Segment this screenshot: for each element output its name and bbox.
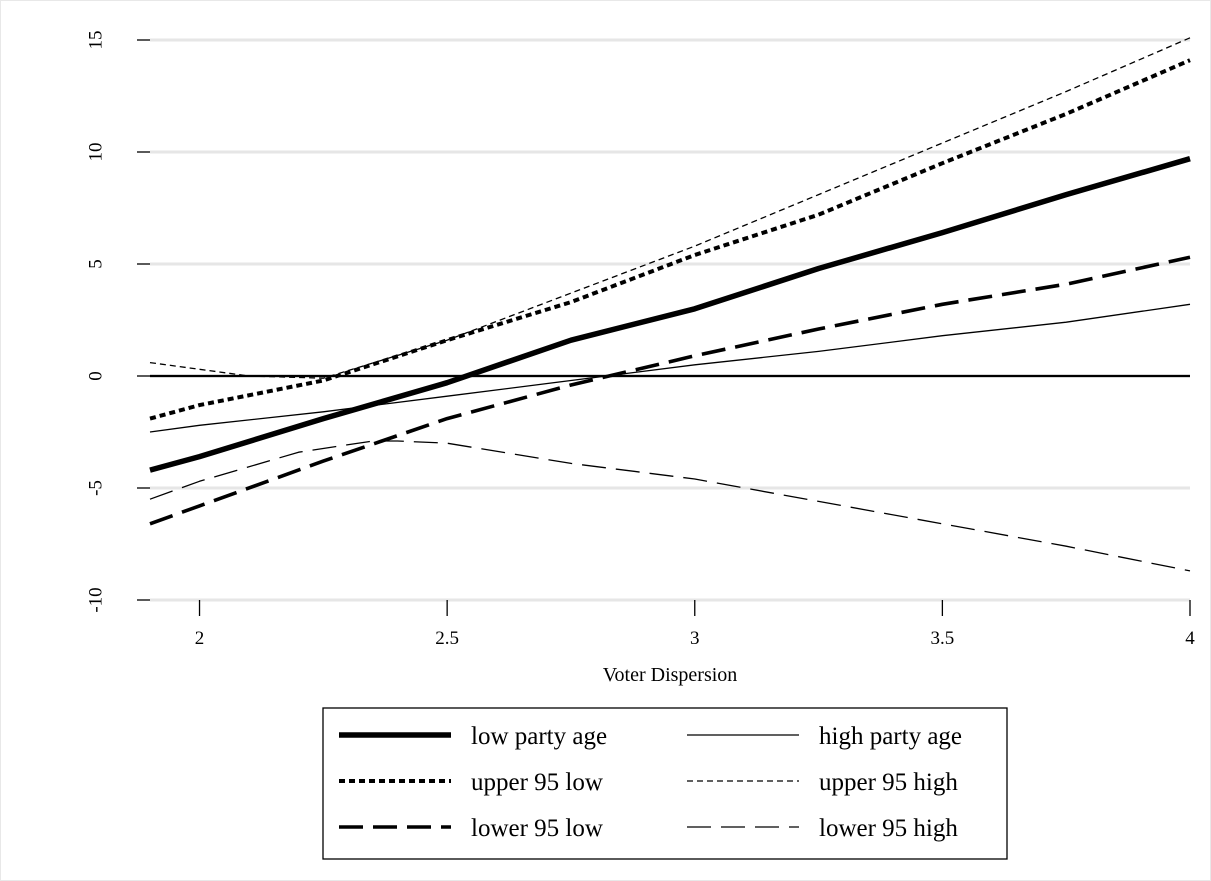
legend-label-1: high party age <box>819 723 962 750</box>
legend-label-3: upper 95 high <box>819 769 958 796</box>
series-layer <box>149 37 1191 572</box>
y-tick-label-0: -10 <box>86 587 107 612</box>
series-line-5 <box>149 440 1191 572</box>
series-line-1 <box>149 303 1191 433</box>
x-tick-label-3: 3.5 <box>931 628 955 649</box>
series-line-3 <box>149 37 1191 379</box>
y-tick-label-2: 0 <box>86 371 107 381</box>
x-tick-label-2: 3 <box>690 628 700 649</box>
series-line-4 <box>149 255 1191 526</box>
legend-label-0: low party age <box>471 723 607 750</box>
y-axis: -10 -5 0 5 10 15 <box>86 31 150 613</box>
x-axis: 2 2.5 3 3.5 4 <box>195 600 1195 649</box>
y-tick-label-1: -5 <box>86 480 107 496</box>
legend-label-5: lower 95 high <box>819 815 958 842</box>
y-tick-label-3: 5 <box>86 259 107 269</box>
legend: low party age high party age upper 95 low u… <box>322 707 1008 860</box>
legend-label-4: lower 95 low <box>471 815 603 842</box>
y-tick-label-5: 15 <box>86 31 107 50</box>
x-axis-title: Voter Dispersion <box>603 664 738 686</box>
series-line-2 <box>149 58 1191 421</box>
x-tick-label-4: 4 <box>1185 628 1195 649</box>
x-tick-label-0: 2 <box>195 628 205 649</box>
y-tick-label-4: 10 <box>86 143 107 162</box>
x-tick-label-1: 2.5 <box>435 628 459 649</box>
series-line-0 <box>149 156 1191 473</box>
legend-label-2: upper 95 low <box>471 769 603 796</box>
